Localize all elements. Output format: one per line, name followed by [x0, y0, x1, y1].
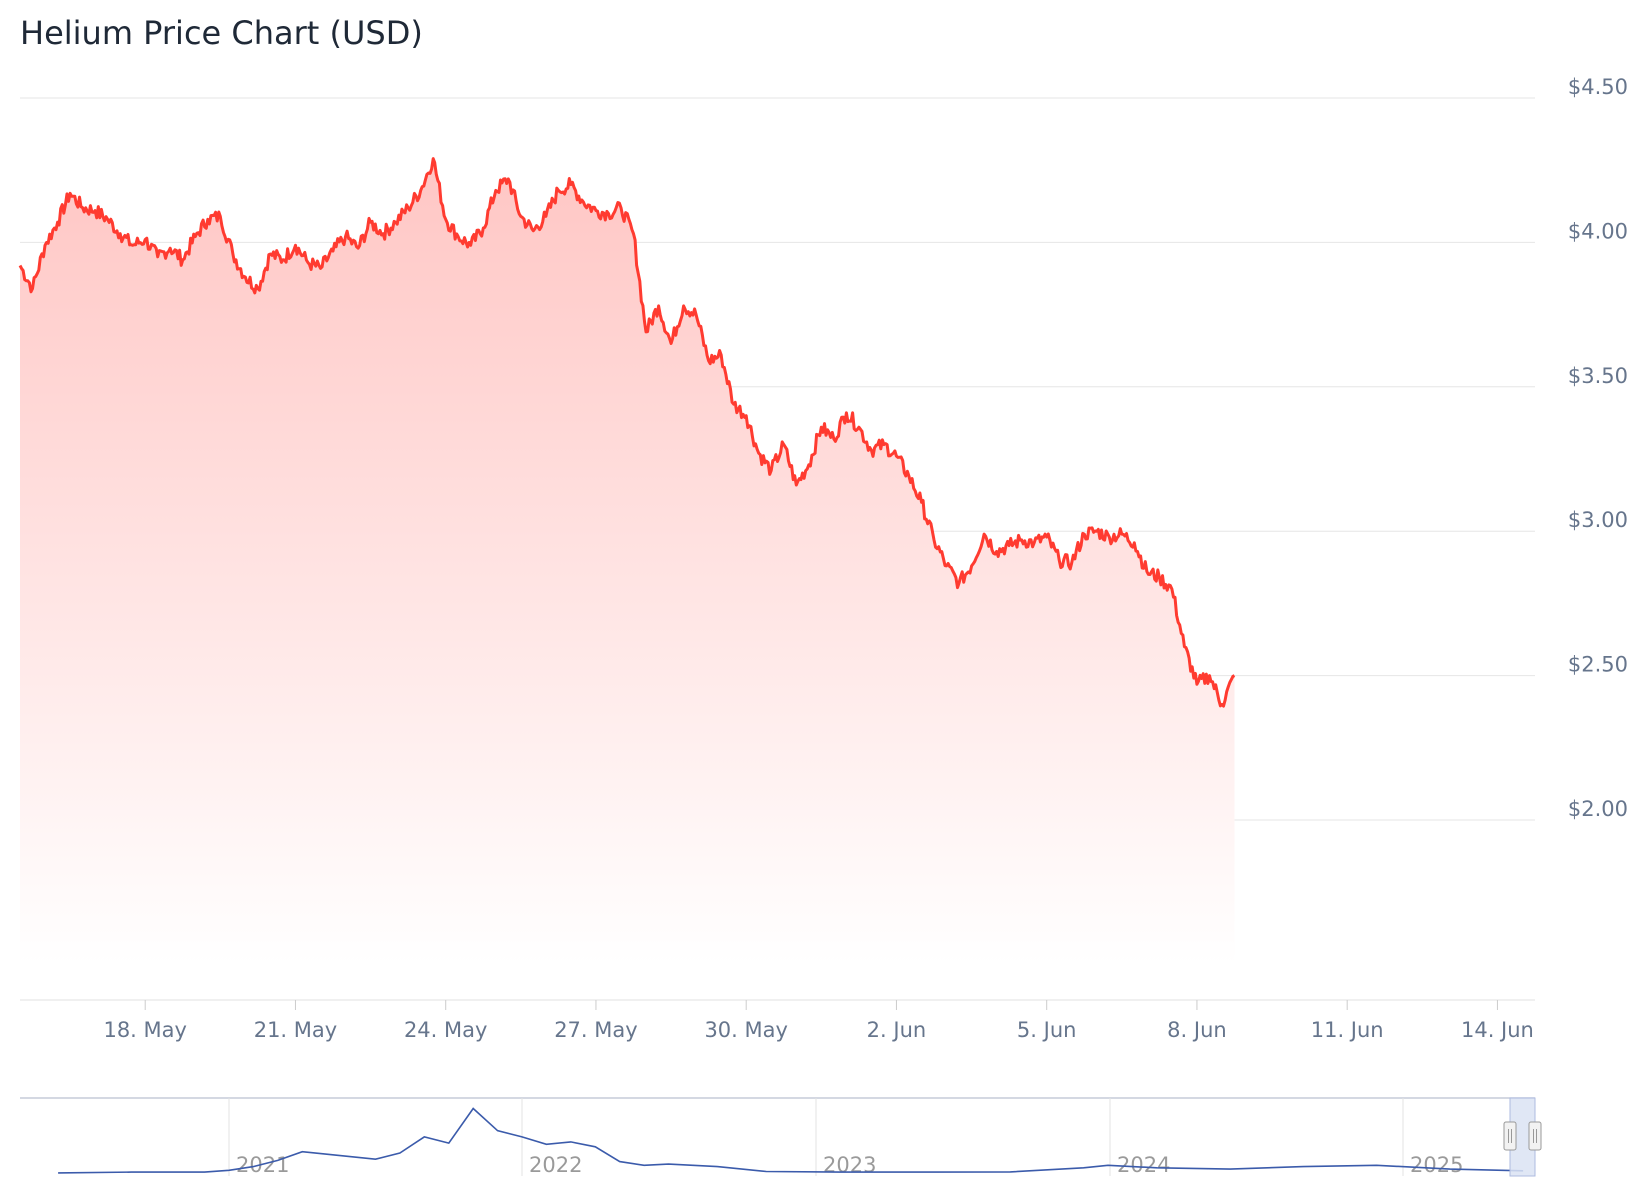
y-tick-label: $3.00: [1568, 508, 1628, 532]
navigator-series-line: [58, 1107, 1524, 1174]
navigator-right-handle[interactable]: [1528, 1121, 1542, 1151]
x-tick-label: 18. May: [103, 1018, 187, 1042]
x-axis: 18. May 21. May 24. May 27. May 30. May 2. Ju…: [103, 1000, 1534, 1042]
navigator-year-label: 2025: [1410, 1153, 1463, 1177]
price-line: [18, 157, 1236, 708]
chart-title: Helium Price Chart (USD): [20, 14, 423, 52]
y-tick-label: $4.50: [1568, 75, 1628, 99]
y-tick-label: $2.00: [1568, 797, 1628, 821]
navigator-year-label: 2022: [529, 1153, 582, 1177]
x-tick-label: 11. Jun: [1311, 1018, 1384, 1042]
x-tick-label: 5. Jun: [1017, 1018, 1077, 1042]
y-axis: $2.00 $2.50 $3.00 $3.50 $4.00 $4.50: [1568, 75, 1628, 821]
y-tick-label: $3.50: [1568, 364, 1628, 388]
x-tick-label: 14. Jun: [1461, 1018, 1534, 1042]
x-tick-label: 24. May: [404, 1018, 488, 1042]
y-tick-label: $2.50: [1568, 653, 1628, 677]
x-tick-label: 21. May: [254, 1018, 338, 1042]
price-area: [20, 158, 1235, 965]
navigator-left-handle[interactable]: [1503, 1121, 1517, 1151]
x-tick-label: 30. May: [704, 1018, 788, 1042]
navigator-year-label: 2024: [1117, 1153, 1170, 1177]
y-tick-label: $4.00: [1568, 219, 1628, 243]
x-tick-label: 8. Jun: [1167, 1018, 1227, 1042]
navigator-year-label: 2023: [823, 1153, 876, 1177]
x-tick-label: 2. Jun: [867, 1018, 927, 1042]
price-area-fill: [20, 158, 1235, 965]
navigator[interactable]: 2021 2022 2023 2024 2025: [20, 1097, 1542, 1177]
x-tick-label: 27. May: [554, 1018, 638, 1042]
price-series-line: [18, 157, 1236, 708]
